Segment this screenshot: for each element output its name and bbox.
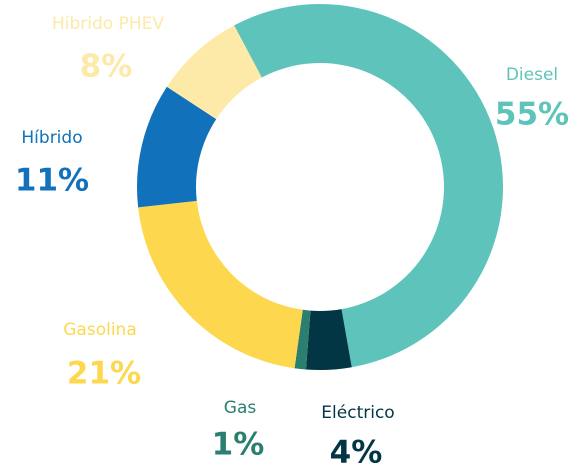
segment-label: Diesel [506,65,558,85]
donut-segment [138,200,303,369]
donut-segment [234,4,503,368]
value-label: 21% [67,356,141,392]
segment-label: Eléctrico [321,403,394,423]
segment-label: Híbrido PHEV [52,14,164,34]
donut-segment [137,86,217,208]
segment-label: Gas [224,398,257,418]
segment-label: Gasolina [63,320,137,340]
donut-segment [166,25,262,120]
value-label: 4% [330,435,383,468]
donut-segment [305,309,352,371]
value-label: 11% [15,163,89,199]
value-label: 55% [495,97,569,133]
donut-segment [294,309,311,370]
value-label: 1% [212,427,265,463]
value-label: 8% [80,49,133,85]
segment-label: Híbrido [21,128,82,148]
